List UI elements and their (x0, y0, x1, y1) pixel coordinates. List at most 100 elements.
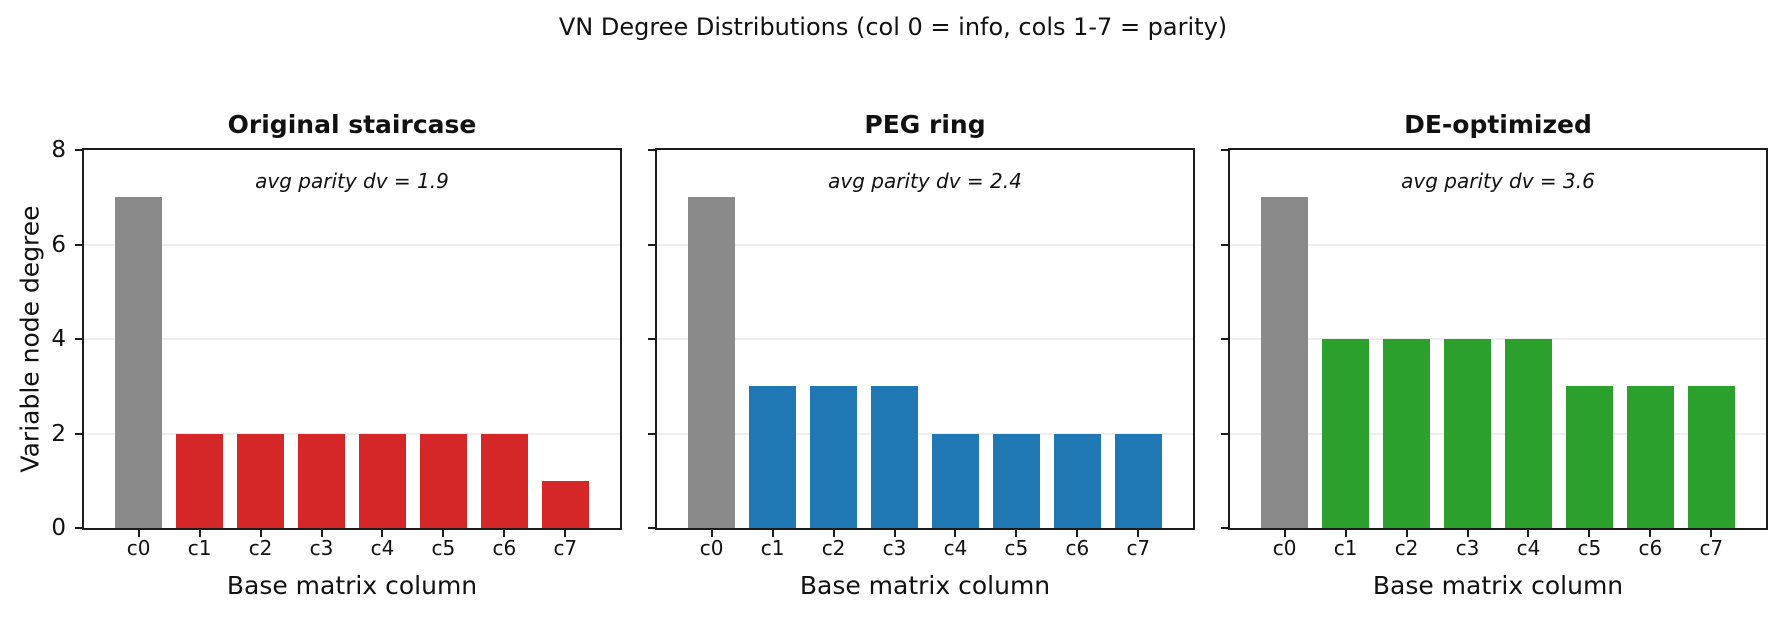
avg-parity-annotation: avg parity dv = 3.6 (1401, 169, 1595, 193)
x-axis-label: Base matrix column (799, 571, 1051, 600)
xtick-label-c5: c5 (1004, 536, 1029, 560)
xtick-label-c4: c4 (370, 536, 395, 560)
x-axis-label: Base matrix column (226, 571, 478, 600)
plot-area: avg parity dv = 2.4 c0 c1 c2 c3 c4 c5 c6 c7 (648, 148, 1195, 558)
xtick-label-c1: c1 (760, 536, 785, 560)
xtick-label-c4: c4 (1516, 536, 1541, 560)
gridline-y6 (1230, 243, 1766, 246)
xtick-mark-c7 (1710, 530, 1713, 537)
bar-c7 (1687, 386, 1735, 528)
bar-c2 (237, 433, 285, 528)
bar-c5 (419, 433, 467, 528)
ytick-mark-2 (648, 432, 655, 435)
gridline-y2 (84, 432, 620, 435)
ytick-mark-6 (648, 243, 655, 246)
bar-c0 (1261, 197, 1309, 528)
xtick-label-c0: c0 (126, 536, 151, 560)
xtick-mark-c4 (954, 530, 957, 537)
bar-c2 (1383, 339, 1431, 528)
xtick-mark-c7 (564, 530, 567, 537)
gridline-y4 (84, 338, 620, 340)
subplot-original-staircase: Original staircase avg parity dv = 1.9 0… (51, 0, 622, 627)
avg-parity-annotation: avg parity dv = 2.4 (828, 169, 1022, 193)
ytick-label-6: 6 (51, 231, 66, 258)
bar-c5 (1565, 386, 1613, 528)
ytick-mark-6 (75, 243, 82, 246)
subplot-peg-ring: PEG ring avg parity dv = 2.4 c0 c1 c2 c3 c4 c… (648, 0, 1195, 627)
ytick-label-2: 2 (51, 420, 66, 447)
bar-c6 (1626, 386, 1674, 528)
gridline-y2 (1230, 432, 1766, 435)
ytick-mark-6 (1221, 243, 1228, 246)
bar-c5 (992, 433, 1040, 528)
bar-c1 (749, 386, 797, 528)
xtick-label-c1: c1 (1333, 536, 1358, 560)
ytick-label-4: 4 (51, 326, 66, 352)
xtick-label-c7: c7 (1126, 536, 1151, 560)
ytick-mark-2 (75, 432, 82, 435)
xtick-mark-c1 (1344, 530, 1347, 537)
xtick-label-c6: c6 (1638, 536, 1663, 560)
xtick-mark-c3 (893, 530, 896, 537)
xtick-mark-c0 (137, 530, 140, 537)
ytick-mark-0 (1221, 527, 1228, 529)
bar-c7 (541, 480, 589, 528)
xtick-label-c0: c0 (1272, 536, 1297, 560)
xtick-mark-c3 (1466, 530, 1469, 537)
xtick-mark-c4 (381, 530, 384, 537)
ytick-mark-4 (648, 338, 655, 340)
bar-c7 (1114, 433, 1162, 528)
xtick-mark-c3 (320, 530, 323, 537)
xtick-mark-c2 (1405, 530, 1408, 537)
xtick-mark-c4 (1527, 530, 1530, 537)
xtick-label-c5: c5 (1577, 536, 1602, 560)
xtick-label-c4: c4 (943, 536, 968, 560)
subplot-de-optimized: DE-optimized avg parity dv = 3.6 c0 c1 c2 c… (1221, 0, 1768, 627)
gridline-y4 (1230, 338, 1766, 340)
plot-area: avg parity dv = 1.9 0 2 4 6 8 c0 c1 c2 c3 c4 c5 c6 c… (51, 139, 622, 558)
xtick-label-c2: c2 (821, 536, 846, 560)
xtick-mark-c2 (832, 530, 835, 537)
ytick-mark-8 (75, 149, 82, 151)
plot-area: avg parity dv = 3.6 c0 c1 c2 c3 c4 c5 c6 c7 (1221, 148, 1768, 558)
xtick-mark-c5 (1588, 530, 1591, 537)
xtick-mark-c0 (1283, 530, 1286, 537)
xtick-label-c5: c5 (431, 536, 456, 560)
xtick-label-c6: c6 (1065, 536, 1090, 560)
bar-c6 (480, 433, 528, 528)
gridline-y2 (657, 432, 1193, 435)
xtick-label-c3: c3 (882, 536, 907, 560)
avg-parity-annotation: avg parity dv = 1.9 (255, 169, 449, 193)
ytick-mark-2 (1221, 432, 1228, 435)
xtick-mark-c6 (503, 530, 506, 537)
ytick-mark-4 (1221, 338, 1228, 340)
xtick-mark-c6 (1076, 530, 1079, 537)
bar-c0 (688, 197, 736, 528)
x-axis-label: Base matrix column (1372, 571, 1624, 600)
subplot-title: PEG ring (864, 110, 986, 139)
xtick-mark-c0 (710, 530, 713, 537)
bar-c6 (1053, 433, 1101, 528)
bar-c3 (298, 433, 346, 528)
gridline-y4 (657, 338, 1193, 340)
xtick-label-c3: c3 (309, 536, 334, 560)
xtick-mark-c7 (1137, 530, 1140, 537)
ytick-mark-0 (648, 527, 655, 529)
ytick-mark-8 (648, 149, 655, 151)
xtick-label-c1: c1 (187, 536, 212, 560)
xtick-mark-c1 (771, 530, 774, 537)
xtick-label-c0: c0 (699, 536, 724, 560)
bar-c2 (810, 386, 858, 528)
xtick-mark-c5 (1015, 530, 1018, 537)
ytick-mark-4 (75, 338, 82, 340)
ytick-mark-0 (75, 527, 82, 529)
gridline-y6 (657, 243, 1193, 246)
ytick-label-0: 0 (51, 515, 66, 541)
xtick-mark-c6 (1649, 530, 1652, 537)
subplot-title: DE-optimized (1404, 110, 1592, 139)
bar-c4 (1504, 339, 1552, 528)
xtick-label-c2: c2 (1394, 536, 1419, 560)
xtick-label-c2: c2 (248, 536, 273, 560)
xtick-label-c6: c6 (492, 536, 517, 560)
bar-c4 (931, 433, 979, 528)
